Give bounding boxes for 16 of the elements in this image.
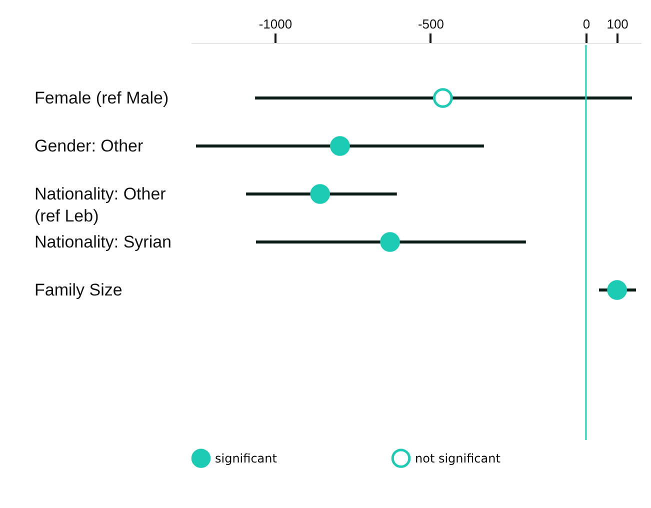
point [380,232,400,252]
legend-label: significant [215,451,278,466]
y-tick-label: Nationality: Other (ref Leb) [34,184,166,226]
point [607,280,627,300]
point [432,88,453,108]
y-tick-label: Gender: Other [34,136,144,156]
x-tick-label: -1000 [258,16,292,32]
y-tick-label: Nationality: Syrian [34,232,172,252]
point [310,184,330,204]
x-tick-label: 0 [582,16,590,32]
legend-label: not significant [415,451,501,466]
y-tick-label: Family Size [34,280,122,300]
y-tick-label: Female (ref Male) [34,88,169,108]
point [330,136,350,156]
x-tick-label: 100 [606,16,628,32]
x-tick-label: -500 [418,16,444,32]
